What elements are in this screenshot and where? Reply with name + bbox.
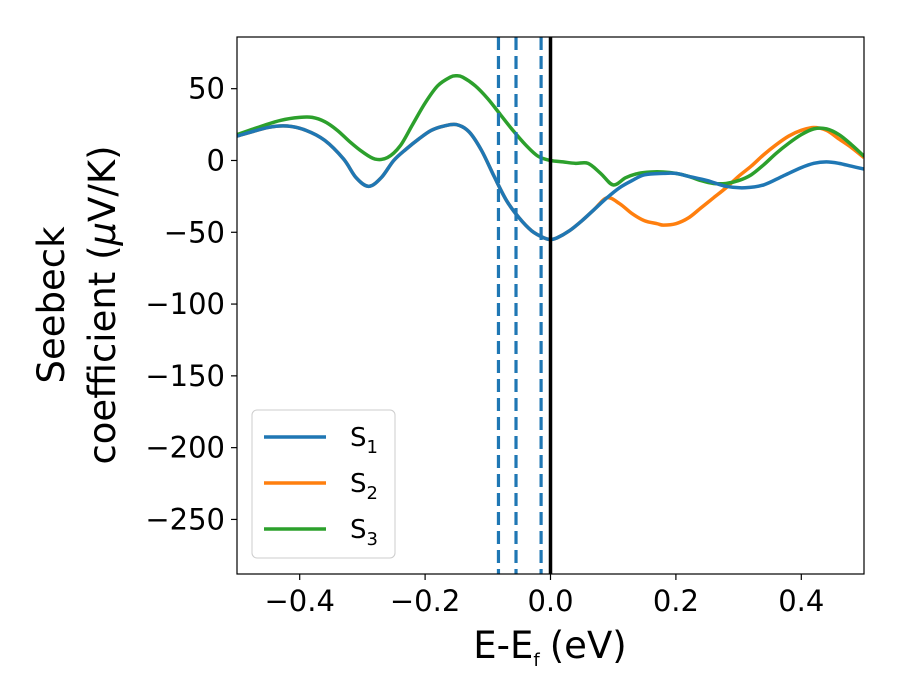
y-axis-title-line2: coefficient (μV/K) bbox=[81, 145, 124, 464]
y-tick-label: 0 bbox=[207, 143, 225, 177]
y-tick-label: −100 bbox=[145, 287, 225, 321]
x-tick-label: −0.2 bbox=[390, 584, 460, 618]
legend: S1 S2 S3 bbox=[251, 409, 396, 559]
y-axis-title-line1: Seebeck bbox=[30, 226, 73, 384]
legend-label-s1: S1 bbox=[350, 423, 378, 458]
y-axis-title: Seebeck coefficient (μV/K) bbox=[30, 145, 124, 464]
x-tick-label: −0.4 bbox=[264, 584, 334, 618]
x-axis-ticks: −0.4 −0.2 0.0 0.2 0.4 bbox=[264, 574, 824, 618]
y-tick-label: −250 bbox=[145, 502, 225, 536]
y-axis-ticks: 50 0 −50 −100 −150 −200 −250 bbox=[145, 72, 237, 536]
y-tick-label: −200 bbox=[145, 431, 225, 465]
y-tick-label: −50 bbox=[164, 215, 225, 249]
legend-label-s3: S3 bbox=[350, 515, 378, 550]
reference-lines bbox=[496, 37, 553, 574]
x-tick-label: 0.0 bbox=[527, 584, 573, 618]
series-line-s3 bbox=[237, 74, 864, 187]
y-tick-label: −150 bbox=[145, 359, 225, 393]
legend-label-s2: S2 bbox=[350, 469, 378, 504]
y-tick-label: 50 bbox=[188, 72, 225, 106]
x-tick-label: 0.4 bbox=[778, 584, 824, 618]
x-axis-title: E-Ef (eV) bbox=[473, 624, 626, 671]
x-tick-label: 0.2 bbox=[653, 584, 699, 618]
